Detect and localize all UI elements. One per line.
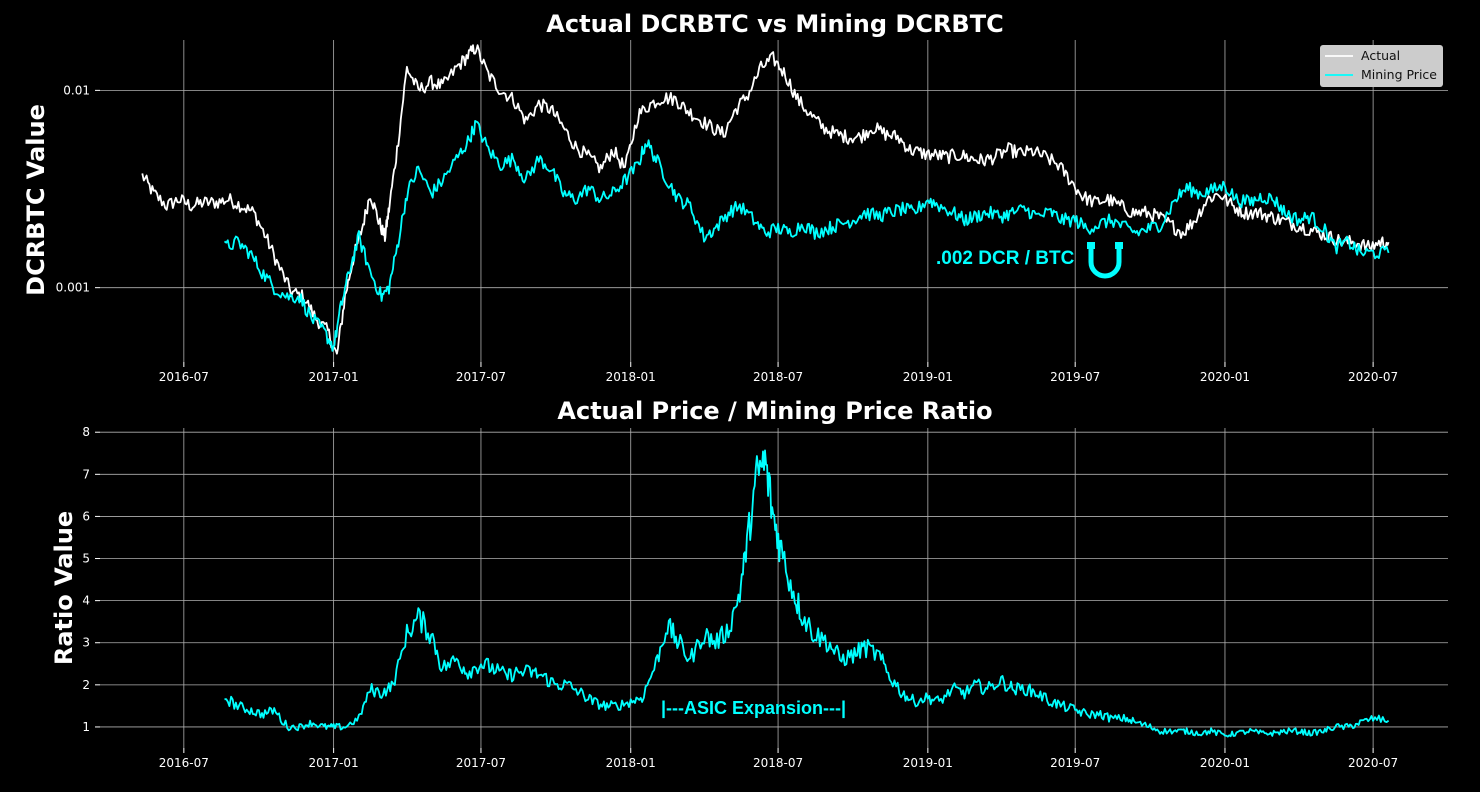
x-tick-label: 2019-07 — [1050, 756, 1100, 770]
x-tick-label: 2020-01 — [1200, 756, 1250, 770]
series-group — [141, 44, 1390, 355]
x-tick-label: 2020-07 — [1348, 370, 1398, 384]
magnet-icon — [1088, 244, 1122, 279]
annotation-dcr-btc: .002 DCR / BTC — [936, 248, 1075, 269]
series-line-mining-price — [223, 120, 1390, 352]
x-tick-label: 2018-07 — [753, 756, 803, 770]
y-axis-label: Ratio Value — [50, 511, 78, 665]
y-tick-label: 6 — [82, 509, 90, 523]
legend: Actual Mining Price — [1320, 45, 1443, 87]
x-tick-label: 2017-07 — [456, 370, 506, 384]
x-tick-label: 2020-01 — [1200, 370, 1250, 384]
y-tick-label: 7 — [82, 467, 90, 481]
x-tick-label: 2019-07 — [1050, 370, 1100, 384]
y-tick-label: 0.001 — [56, 281, 90, 295]
x-ticks: 2016-07 2017-01 2017-07 2018-01 2018-07 2019-… — [159, 362, 1398, 384]
y-axis-label: DCRBTC Value — [22, 104, 50, 296]
x-tick-label: 2018-01 — [606, 756, 656, 770]
legend-label-mining-price: Mining Price — [1361, 67, 1437, 82]
y-tick-label: 8 — [82, 425, 90, 439]
x-tick-label: 2020-07 — [1348, 756, 1398, 770]
x-tick-label: 2016-07 — [159, 756, 209, 770]
annotation-asic-expansion: |---ASIC Expansion---| — [661, 698, 846, 718]
series-group — [224, 449, 1390, 738]
y-ticks: 1 2 3 4 5 6 7 8 — [82, 425, 100, 734]
legend-label-actual: Actual — [1361, 48, 1400, 63]
magnet-pole-right — [1115, 242, 1123, 249]
x-tick-label: 2019-01 — [903, 756, 953, 770]
grid — [100, 428, 1448, 748]
x-tick-label: 2018-01 — [606, 370, 656, 384]
y-ticks: 0.001 0.01 — [56, 83, 100, 295]
series-line-ratio — [224, 449, 1390, 738]
chart-title: Actual DCRBTC vs Mining DCRBTC — [546, 10, 1003, 38]
x-tick-label: 2017-01 — [309, 756, 359, 770]
top-chart: Actual DCRBTC vs Mining DCRBTC DCRBTC Va… — [22, 10, 1448, 384]
x-tick-label: 2017-07 — [456, 756, 506, 770]
y-tick-label: 2 — [82, 678, 90, 692]
x-tick-label: 2016-07 — [159, 370, 209, 384]
y-tick-label: 0.01 — [63, 83, 90, 97]
chart-title: Actual Price / Mining Price Ratio — [557, 397, 992, 425]
x-tick-label: 2017-01 — [309, 370, 359, 384]
x-ticks: 2016-07 2017-01 2017-07 2018-01 2018-07 2019-… — [159, 748, 1398, 770]
x-tick-label: 2019-01 — [903, 370, 953, 384]
bottom-chart: Actual Price / Mining Price Ratio Ratio … — [50, 397, 1448, 770]
y-tick-label: 5 — [82, 552, 90, 566]
y-tick-label: 3 — [82, 636, 90, 650]
x-tick-label: 2018-07 — [753, 370, 803, 384]
series-line-actual — [141, 44, 1390, 355]
y-tick-label: 1 — [82, 720, 90, 734]
magnet-pole-left — [1087, 242, 1095, 249]
y-tick-label: 4 — [82, 594, 90, 608]
